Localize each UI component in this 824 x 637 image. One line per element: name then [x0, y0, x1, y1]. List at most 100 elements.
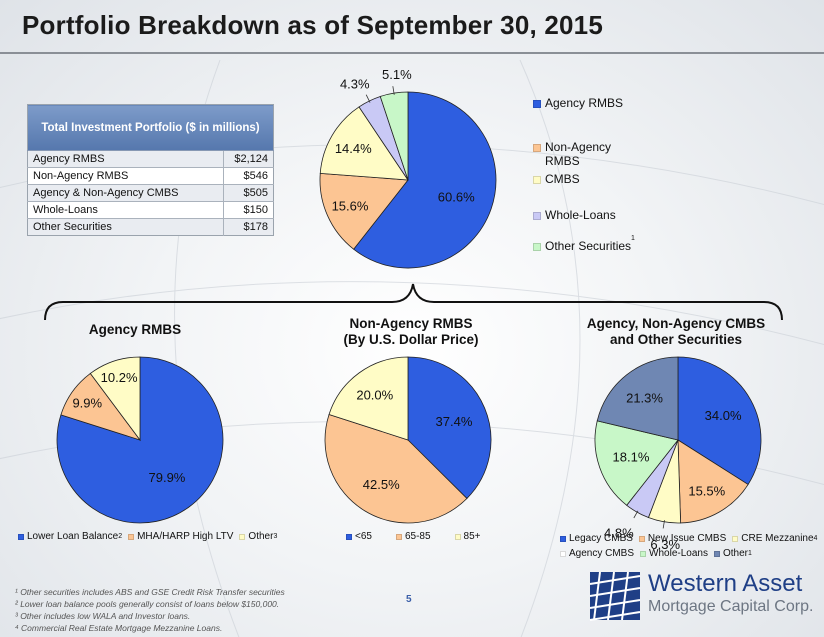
- legend-label-line1: Non-Agency: [545, 140, 612, 154]
- pie-slice: [324, 413, 468, 524]
- legend-label: Agency CMBS: [569, 548, 635, 559]
- logo-wordmark: Western Asset: [648, 570, 803, 597]
- pie-slice: [594, 420, 679, 506]
- legend-swatch: [533, 144, 541, 152]
- legend-label: Other Securities: [545, 239, 632, 253]
- table-cell-value: $2,124: [223, 150, 274, 168]
- legend-swatch: [560, 550, 566, 557]
- nonagency-rmbs-title-line2: (By U.S. Dollar Price): [343, 332, 479, 347]
- legend-item: CRE Mezzanine 4: [732, 533, 817, 544]
- pie-slice: [407, 356, 492, 500]
- pie-data-label: 79.9%: [149, 470, 186, 485]
- globe-grid-logo-icon: [589, 571, 641, 621]
- legend-label-line2: RMBS: [545, 154, 580, 168]
- agency-rmbs-legend: Lower Loan Balance 2 MHA/HARP High LTV Ot…: [18, 531, 283, 542]
- cmbs-legend-row2: Agency CMBS Whole-Loans Other 1: [560, 548, 758, 559]
- pie-slice: [353, 91, 497, 269]
- legend-swatch: [638, 535, 645, 542]
- nonagency-rmbs-legend: <65 65-85 85+: [346, 531, 487, 542]
- legend-swatch: [533, 100, 541, 108]
- page-number: 5: [406, 594, 412, 605]
- title-divider: [0, 52, 824, 54]
- table-cell-label: Non-Agency RMBS: [27, 167, 224, 185]
- table-cell-value: $546: [223, 167, 274, 185]
- pie-chart-cmbs: 34.0% 15.5% 6.3% 4.8% 18.1% 21.3%: [594, 356, 762, 552]
- legend-item-agency-rmbs: Agency RMBS: [533, 96, 623, 110]
- pie-data-label: 18.1%: [613, 449, 650, 464]
- legend-item: Lower Loan Balance 2: [18, 531, 122, 542]
- table-cell-label: Other Securities: [27, 218, 224, 236]
- table-row: Whole-Loans $150: [27, 201, 274, 219]
- legend-label: Whole-Loans: [545, 208, 616, 222]
- legend-item: MHA/HARP High LTV: [128, 531, 233, 542]
- pie-data-label: 42.5%: [363, 477, 400, 492]
- table-row: Other Securities $178: [27, 218, 274, 236]
- legend-swatch: [128, 533, 135, 540]
- cmbs-title-line1: Agency, Non-Agency CMBS: [586, 316, 766, 331]
- legend-swatch: [713, 550, 720, 557]
- table-cell-label: Whole-Loans: [27, 201, 224, 219]
- legend-item-cmbs: CMBS: [533, 172, 580, 186]
- legend-swatch: [732, 535, 739, 542]
- legend-swatch: [395, 533, 402, 540]
- legend-swatch: [533, 212, 541, 220]
- pie-data-label: 9.9%: [72, 395, 102, 410]
- footnotes: ¹ Other securities includes ABS and GSE …: [15, 586, 285, 634]
- footnote-2: ² Lower loan balance pools generally con…: [15, 599, 280, 609]
- legend-item: Whole-Loans: [640, 548, 708, 559]
- legend-swatch: [346, 533, 352, 540]
- pie-slice: [328, 356, 409, 441]
- cmbs-title: Agency, Non-Agency CMBS and Other Securi…: [566, 316, 786, 348]
- legend-label: CRE Mezzanine: [741, 533, 814, 544]
- grouping-brace: [44, 283, 783, 321]
- table-cell-label: Agency RMBS: [27, 150, 224, 168]
- page-title: Portfolio Breakdown as of September 30, …: [22, 10, 603, 40]
- table-cell-value: $505: [223, 184, 274, 202]
- legend-swatch: [454, 533, 461, 540]
- legend-label: Whole-Loans: [649, 548, 708, 559]
- pie-data-label: 21.3%: [626, 391, 663, 406]
- table-row: Agency & Non-Agency CMBS $505: [27, 184, 274, 202]
- legend-label: <65: [355, 531, 372, 542]
- pie-slice: [89, 356, 141, 442]
- portfolio-table-header: Total Investment Portfolio ($ in million…: [27, 104, 274, 151]
- legend-swatch: [533, 243, 541, 251]
- legend-label: CMBS: [545, 172, 580, 186]
- pie-data-label: 15.6%: [332, 199, 369, 214]
- pie-data-label: 4.8%: [604, 525, 634, 540]
- pie-slice: [677, 439, 749, 524]
- legend-item: 65-85: [395, 531, 431, 542]
- agency-rmbs-title: Agency RMBS: [60, 322, 210, 338]
- pie-slice: [596, 356, 679, 441]
- legend-label: 65-85: [404, 531, 431, 542]
- nonagency-rmbs-title: Non-Agency RMBS (By U.S. Dollar Price): [316, 316, 506, 348]
- footnote-4: ⁴ Commercial Real Estate Mortgage Mezzan…: [15, 623, 223, 633]
- pie-slice: [319, 106, 409, 181]
- footnote-3: ³ Other includes low WALA and Investor l…: [15, 611, 191, 621]
- legend-item-whole-loans: Whole-Loans: [533, 208, 616, 222]
- table-cell-value: $178: [223, 218, 274, 236]
- agency-rmbs-title-text: Agency RMBS: [88, 322, 182, 337]
- pie-data-label: 6.3%: [650, 537, 680, 552]
- portfolio-table: Total Investment Portfolio ($ in million…: [27, 104, 274, 236]
- legend-swatch: [239, 533, 246, 540]
- table-cell-label: Agency & Non-Agency CMBS: [27, 184, 224, 202]
- pie-data-label: 4.3%: [340, 77, 370, 92]
- legend-label: MHA/HARP High LTV: [137, 531, 234, 542]
- company-logo: Western Asset Mortgage Capital Corp.: [588, 570, 818, 622]
- pie-data-label: 34.0%: [705, 408, 742, 423]
- legend-label: Non-Agency RMBS: [545, 140, 611, 168]
- logo-subtitle: Mortgage Capital Corp.: [648, 598, 814, 615]
- legend-label: 85+: [463, 531, 481, 542]
- legend-item: <65: [346, 531, 372, 542]
- legend-label: Legacy CMBS: [569, 533, 633, 544]
- legend-item: New Issue CMBS: [638, 533, 726, 544]
- legend-item-other-securities: Other Securities 1: [533, 235, 635, 253]
- table-row: Agency RMBS $2,124: [27, 150, 274, 168]
- legend-swatch: [640, 550, 647, 557]
- legend-item: Legacy CMBS: [560, 533, 633, 544]
- pie-leader-line: [633, 510, 639, 519]
- pie-data-label: 10.2%: [101, 370, 138, 385]
- legend-label: Other: [248, 531, 274, 542]
